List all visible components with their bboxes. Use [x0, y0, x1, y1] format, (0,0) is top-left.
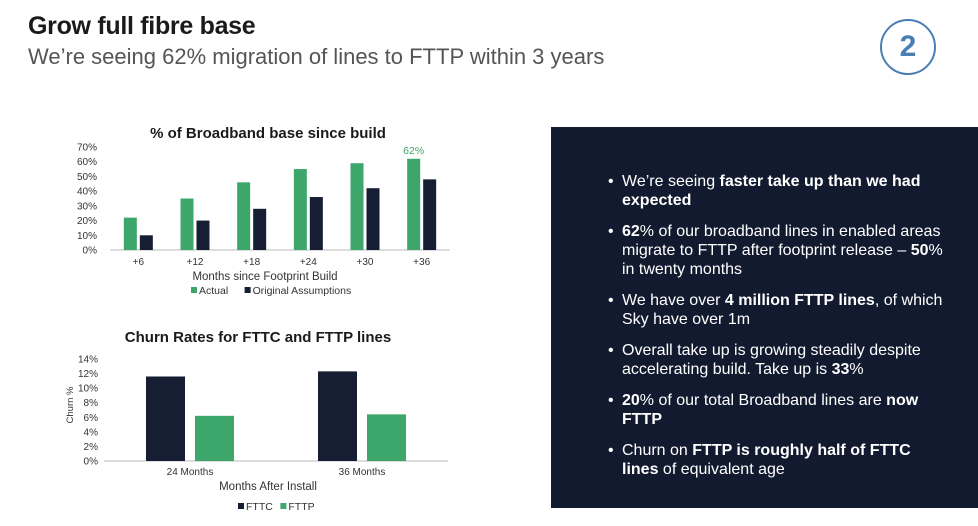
key-point-item: 20% of our total Broadband lines are now…	[608, 391, 948, 429]
key-points-list: We’re seeing faster take up than we had …	[608, 172, 948, 491]
key-point-emphasis: FTTP is roughly half of FTTC lines	[622, 442, 911, 478]
key-point-text: Overall take up is growing steadily desp…	[622, 342, 921, 378]
key-point-text: %	[849, 361, 864, 378]
x-tick-label: +24	[300, 257, 317, 268]
y-tick-label: 10%	[77, 231, 97, 242]
page-title: Grow full fibre base	[28, 12, 256, 40]
x-tick-label: 24 Months	[167, 467, 214, 478]
bar-actual	[237, 182, 251, 250]
y-tick-label: 6%	[84, 413, 99, 424]
churn-rate-chart: Churn Rates for FTTC and FTTP lines Chur…	[65, 329, 448, 513]
chart2-title: Churn Rates for FTTC and FTTP lines	[125, 329, 391, 346]
page-subtitle: We’re seeing 62% migration of lines to F…	[28, 44, 605, 69]
key-point-emphasis: 33	[831, 361, 850, 378]
bar-fttc	[146, 376, 185, 461]
bar-actual	[350, 163, 364, 250]
bar-fttc	[318, 371, 357, 461]
chart1-annotation: 62%	[403, 145, 424, 157]
legend-swatch	[280, 503, 287, 509]
bar-original-assumptions	[196, 220, 210, 250]
key-point-emphasis: 62	[622, 223, 640, 240]
y-tick-label: 2%	[84, 442, 99, 453]
bar-original-assumptions	[423, 179, 437, 250]
y-tick-label: 40%	[77, 187, 97, 198]
x-tick-label: +30	[357, 257, 374, 268]
key-point-item: 62% of our broadband lines in enabled ar…	[608, 222, 948, 279]
legend-swatch	[244, 287, 251, 293]
key-point-emphasis: 4 million FTTP lines	[724, 292, 875, 309]
y-tick-label: 10%	[78, 384, 98, 395]
key-point-emphasis: faster take up than we had expected	[622, 173, 921, 209]
key-point-text: % in twenty months	[622, 242, 943, 278]
key-point-emphasis: now FTTP	[622, 392, 919, 428]
chart2-y-axis-label: Churn %	[65, 386, 76, 424]
x-tick-label: +36	[413, 257, 430, 268]
bar-actual	[123, 217, 137, 250]
bar-original-assumptions	[366, 188, 380, 250]
bar-actual	[293, 169, 307, 250]
legend-label: Actual	[199, 285, 228, 297]
bar-original-assumptions	[309, 197, 323, 250]
key-point-item: We have over 4 million FTTP lines, of wh…	[608, 291, 948, 329]
y-tick-label: 12%	[78, 369, 98, 380]
chart1-x-axis-label: Months since Footprint Build	[192, 271, 337, 283]
y-tick-label: 14%	[78, 355, 98, 366]
bar-fttp	[367, 414, 406, 461]
legend-swatch	[191, 287, 197, 293]
key-point-text: % of our broadband lines in enabled area…	[622, 223, 941, 259]
bar-original-assumptions	[253, 208, 267, 250]
y-tick-label: 60%	[77, 157, 97, 168]
x-tick-label: +6	[133, 257, 145, 268]
legend-label: FTTC	[246, 501, 273, 513]
section-number-badge: 2	[880, 19, 936, 75]
y-tick-label: 4%	[84, 427, 99, 438]
legend-label: Original Assumptions	[253, 285, 352, 297]
chart2-x-axis-label: Months After Install	[219, 481, 317, 493]
bar-original-assumptions	[139, 235, 153, 250]
key-point-text: We’re seeing	[622, 173, 720, 190]
key-point-item: We’re seeing faster take up than we had …	[608, 172, 948, 210]
y-tick-label: 20%	[77, 216, 97, 227]
y-tick-label: 8%	[84, 398, 99, 409]
bar-actual	[180, 198, 194, 250]
y-tick-label: 0%	[83, 246, 98, 257]
y-tick-label: 70%	[77, 143, 97, 154]
key-point-emphasis: 50	[910, 242, 929, 259]
key-point-emphasis: 20	[622, 392, 640, 409]
y-tick-label: 30%	[77, 201, 97, 212]
x-tick-label: 36 Months	[339, 467, 386, 478]
chart1-title: % of Broadband base since build	[150, 125, 386, 142]
key-point-item: Overall take up is growing steadily desp…	[608, 341, 948, 379]
key-point-text: Churn on	[622, 442, 693, 459]
x-tick-label: +12	[187, 257, 204, 268]
key-point-text: , of which Sky have over 1m	[622, 292, 943, 328]
legend-swatch	[238, 503, 244, 509]
key-point-text: We have over	[622, 292, 725, 309]
bar-actual	[407, 158, 421, 250]
y-tick-label: 50%	[77, 172, 97, 183]
key-point-text: % of our total Broadband lines are	[639, 392, 887, 409]
legend-label: FTTP	[288, 501, 314, 513]
key-points-panel: We’re seeing faster take up than we had …	[551, 127, 978, 508]
key-point-text: of equivalent age	[658, 461, 785, 478]
x-tick-label: +18	[243, 257, 260, 268]
key-point-item: Churn on FTTP is roughly half of FTTC li…	[608, 441, 948, 479]
y-tick-label: 0%	[84, 457, 99, 468]
broadband-base-chart: % of Broadband base since build 0% 10% 20%…	[77, 125, 450, 297]
bar-fttp	[195, 415, 234, 461]
